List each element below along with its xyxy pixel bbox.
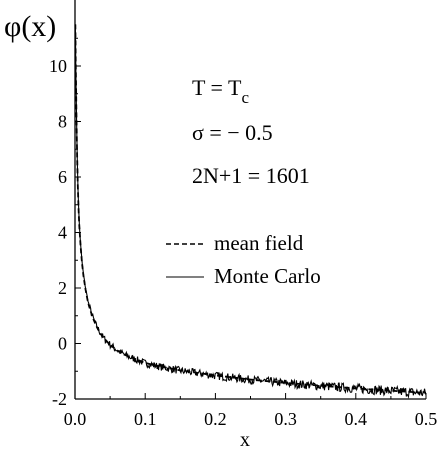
- y-tick-label: -2: [52, 389, 67, 409]
- annotation-system-size: 2N+1 = 1601: [192, 163, 310, 188]
- series-line-mean-field: [74, 24, 427, 394]
- x-axis-label: x: [240, 429, 250, 450]
- annotation-sigma: σ = − 0.5: [192, 120, 273, 145]
- x-tick-label: 0.4: [345, 409, 368, 429]
- y-axis-label: φ(x): [4, 10, 56, 43]
- y-tick-label: 10: [49, 56, 67, 76]
- x-tick-label: 0.3: [274, 409, 297, 429]
- y-tick-label: 6: [58, 167, 67, 187]
- x-tick-label: 0.1: [134, 409, 157, 429]
- y-tick-label: 0: [58, 334, 67, 354]
- annotation-temperature: T = Tc: [192, 75, 250, 107]
- x-tick-label: 0.2: [204, 409, 227, 429]
- y-tick-label: 4: [58, 223, 67, 243]
- x-tick-label: 0.0: [64, 409, 87, 429]
- legend-label-monte-carlo: Monte Carlo: [214, 264, 321, 288]
- y-tick-label: 2: [58, 278, 67, 298]
- series-layer: [74, 24, 427, 399]
- series-line-monte-carlo: [74, 24, 427, 399]
- legend: mean field Monte Carlo: [166, 231, 321, 288]
- axis-ticks: 0.0 0.1 0.2 0.3 0.4 0.5 -2 0 2 4 6 8 10: [49, 37, 438, 429]
- y-tick-label: 8: [58, 112, 67, 132]
- x-tick-label: 0.5: [415, 409, 438, 429]
- legend-label-mean-field: mean field: [214, 231, 304, 255]
